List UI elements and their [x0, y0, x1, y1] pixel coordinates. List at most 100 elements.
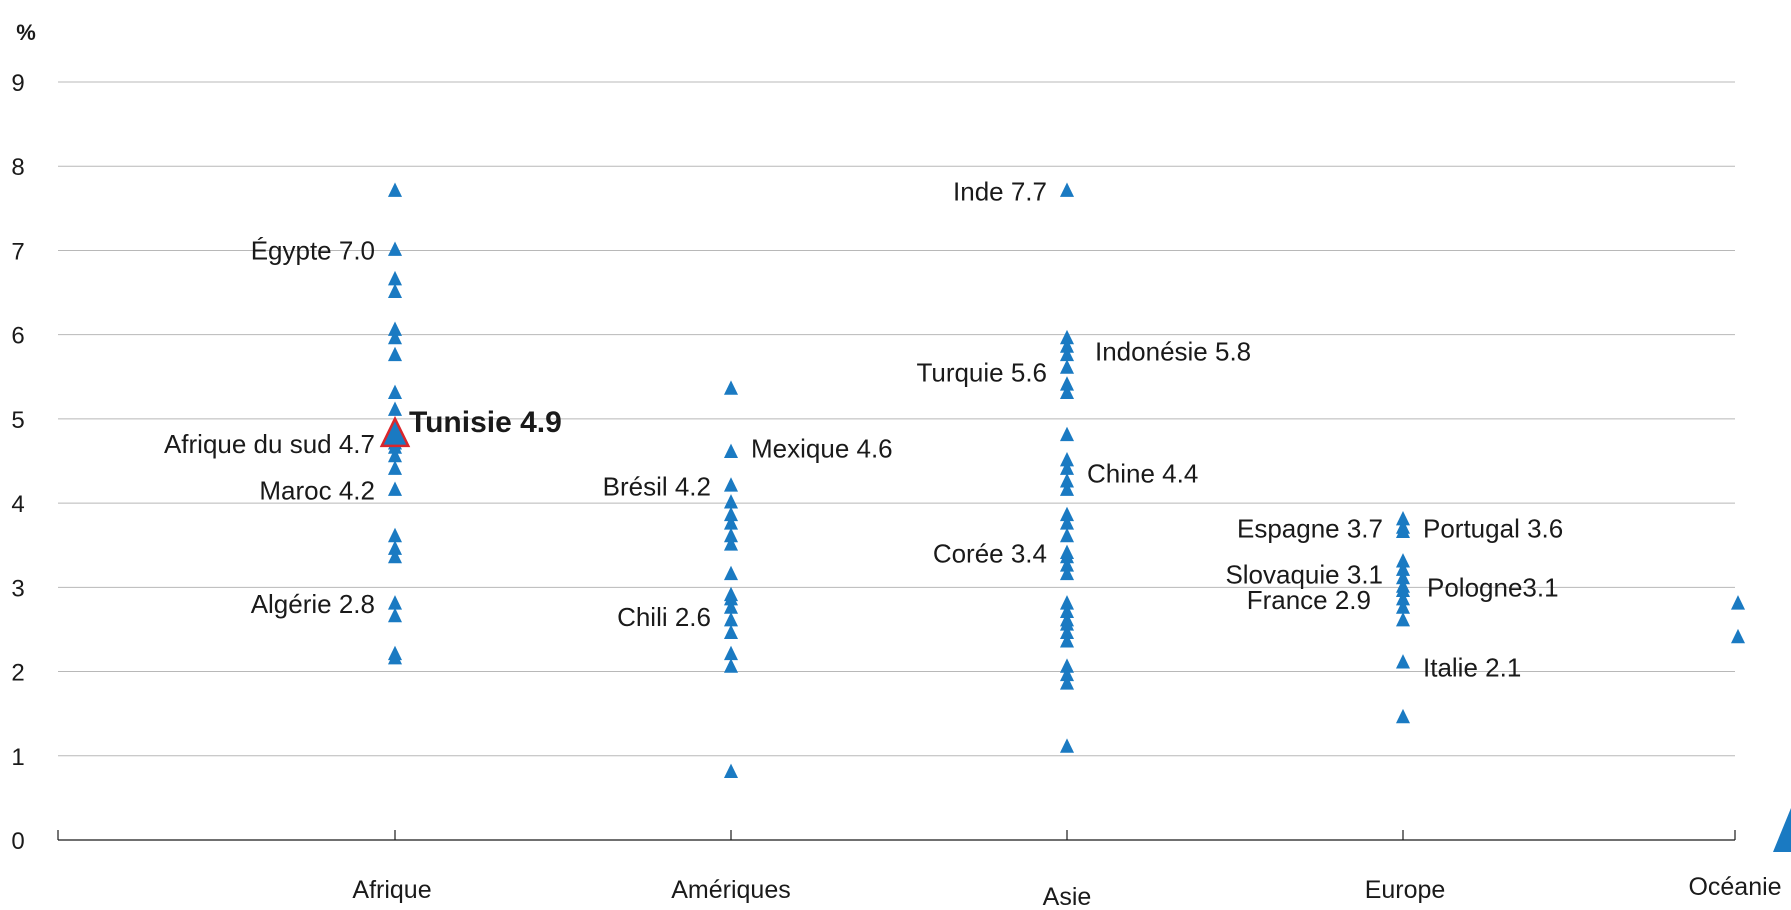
data-point-0-17: [387, 540, 403, 555]
data-point-3-5: [1395, 569, 1411, 585]
data-point-3-2: [1395, 523, 1411, 538]
annotation-label-15: Slovaquie 3.1: [1225, 560, 1383, 590]
data-point-3-12: [1395, 708, 1411, 724]
data-point-0-15: [387, 481, 403, 496]
data-point-1-15: [723, 658, 739, 673]
data-point-2-18: [1059, 565, 1075, 581]
annotation-label-16: France 2.9: [1247, 585, 1371, 615]
data-point-0-0: [387, 182, 403, 197]
data-point-1-3: [723, 494, 739, 509]
data-point-0-3: [387, 283, 403, 298]
data-point-2-24: [1059, 633, 1075, 648]
data-point-2-17: [1059, 557, 1075, 572]
data-point-1-11: [723, 599, 739, 614]
y-tick-label-9: 9: [11, 70, 24, 97]
x-category-label-1: Amériques: [671, 876, 791, 904]
data-point-0-5: [387, 329, 403, 345]
data-point-1-7: [723, 536, 739, 551]
data-point-0-2: [387, 270, 403, 286]
data-point-2-1: [1059, 329, 1075, 345]
annotation-label-18: Italie 2.1: [1423, 652, 1521, 682]
x-category-label-4: Océanie: [1688, 873, 1781, 901]
data-point-3-3: [1395, 553, 1411, 568]
data-point-2-27: [1059, 675, 1075, 690]
annotation-label-14: Portugal 3.6: [1423, 513, 1563, 543]
data-point-3-10: [1395, 612, 1411, 627]
data-point-1-14: [723, 645, 739, 661]
data-point-2-22: [1059, 616, 1075, 631]
data-point-3-4: [1395, 561, 1411, 576]
data-point-2-8: [1059, 452, 1075, 467]
data-point-2-26: [1059, 666, 1075, 682]
annotation-label-0: Égypte 7.0: [251, 235, 375, 265]
data-point-1-12: [723, 612, 739, 627]
data-point-0-18: [387, 548, 403, 564]
data-point-2-23: [1059, 624, 1075, 640]
data-point-2-16: [1059, 548, 1075, 564]
data-point-1-1: [723, 443, 739, 458]
y-tick-label-0: 0: [11, 828, 24, 855]
data-point-1-10: [723, 590, 739, 606]
data-point-2-10: [1059, 473, 1075, 488]
data-point-1-13: [723, 624, 739, 640]
annotation-label-8: Inde 7.7: [953, 176, 1047, 206]
data-point-2-25: [1059, 658, 1075, 673]
data-point-2-4: [1059, 359, 1075, 374]
data-point-2-28: [1059, 738, 1075, 753]
x-category-label-2: Asie: [1043, 883, 1092, 910]
data-points: [379, 182, 1746, 779]
data-point-0-8: [387, 401, 403, 416]
data-point-2-6: [1059, 384, 1075, 400]
data-point-0-22: [387, 649, 403, 665]
x-category-label-3: Europe: [1365, 876, 1446, 904]
data-point-2-12: [1059, 506, 1075, 522]
y-tick-labels: 0 1 2 3 4 5 6 7 8 9: [11, 70, 24, 855]
annotation-label-7: Chili 2.6: [617, 602, 711, 632]
annotation-label-6: Brésil 4.2: [603, 471, 711, 501]
data-point-highlight: [379, 415, 411, 448]
y-unit-label: %: [16, 20, 36, 45]
data-point-1-8: [723, 565, 739, 581]
data-point-2-20: [1059, 603, 1075, 618]
y-tick-label-5: 5: [11, 407, 24, 434]
data-point-0-16: [387, 527, 403, 543]
data-point-2-2: [1059, 338, 1075, 353]
data-point-0-19: [387, 595, 403, 610]
gridlines: [58, 81, 1735, 757]
data-point-3-9: [1395, 599, 1411, 614]
annotation-label-11: Chine 4.4: [1087, 459, 1198, 489]
annotation-label-17: Pologne3.1: [1427, 572, 1559, 602]
data-point-2-5: [1059, 376, 1075, 391]
data-point-0-13: [387, 447, 403, 463]
annotation-label-9: Turquie 5.6: [916, 358, 1047, 388]
annotation-label-1: Afrique du sud 4.7: [164, 429, 375, 459]
x-tick-marks: [57, 830, 1736, 840]
data-point-1-5: [723, 515, 739, 530]
point-annotations: Égypte 7.0 Afrique du sud 4.7 Maroc 4.2 Alg…: [164, 176, 1563, 682]
annotation-label-4: Tunisie 4.9: [409, 406, 562, 439]
y-tick-label-7: 7: [11, 238, 24, 265]
annotation-label-2: Maroc 4.2: [259, 475, 375, 505]
y-tick-label-4: 4: [11, 491, 24, 518]
data-point-1-2: [723, 477, 739, 492]
data-point-4-0: [1730, 595, 1746, 610]
data-point-2-0: [1059, 182, 1075, 197]
x-category-label-0: Afrique: [352, 876, 431, 904]
annotation-label-5: Mexique 4.6: [751, 433, 893, 463]
corner-triangle-icon: [1773, 808, 1791, 852]
data-point-2-11: [1059, 481, 1075, 496]
data-point-0-1: [387, 241, 403, 256]
data-point-3-0: [1395, 510, 1411, 526]
y-tick-label-2: 2: [11, 660, 24, 687]
data-point-0-7: [387, 384, 403, 400]
data-point-0-6: [387, 346, 403, 362]
data-point-2-3: [1059, 346, 1075, 362]
annotation-label-10: Indonésie 5.8: [1095, 337, 1251, 367]
data-point-3-11: [1395, 654, 1411, 669]
annotation-label-12: Corée 3.4: [933, 539, 1047, 569]
data-point-2-9: [1059, 460, 1075, 475]
data-point-4-1: [1730, 628, 1746, 644]
data-point-0-20: [387, 607, 403, 623]
y-tick-label-3: 3: [11, 575, 24, 602]
